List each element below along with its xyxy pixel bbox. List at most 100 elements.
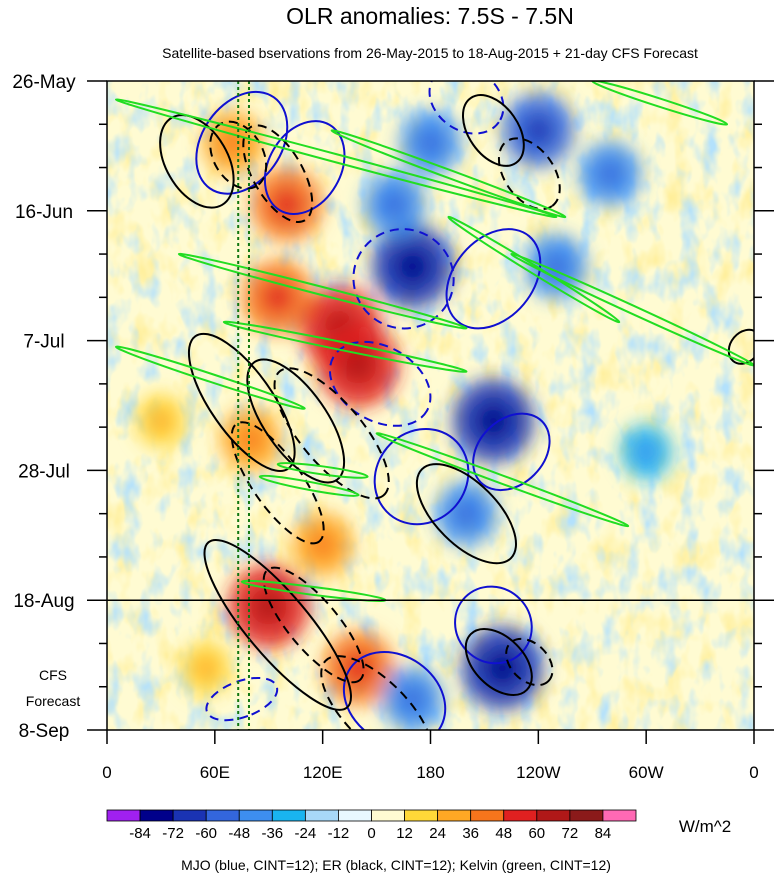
anomaly-core — [342, 651, 375, 685]
colorbar-swatch — [338, 809, 372, 822]
colorbar-label: 48 — [495, 825, 512, 842]
colorbar-swatch — [437, 809, 472, 822]
colorbar-swatch — [304, 809, 339, 822]
er-contour — [320, 655, 433, 730]
reference-lines — [237, 81, 250, 730]
anomaly-core — [416, 128, 445, 158]
plot-area — [107, 81, 754, 730]
anomaly-core — [394, 247, 431, 286]
anomaly-core — [250, 587, 287, 626]
mjo-contour — [205, 676, 279, 722]
x-tick-label: 0 — [102, 763, 111, 782]
colorbar-swatch — [503, 809, 538, 822]
chart-subtitle: Satellite-based bservations from 26-May-… — [162, 45, 698, 61]
mjo-contour — [373, 427, 470, 526]
anomaly-core — [236, 424, 265, 455]
anomaly-core — [596, 159, 625, 189]
colorbar-units: W/m^2 — [679, 817, 731, 836]
kelvin-contour — [375, 432, 630, 528]
mjo-contours — [195, 81, 551, 730]
colorbar-swatch — [106, 809, 141, 822]
kelvin-contour — [258, 474, 360, 497]
y-tick-label: 26-May — [12, 72, 76, 93]
texture-negative — [107, 81, 754, 730]
er-contour — [464, 628, 533, 696]
y-tick-label: 7-Jul — [23, 332, 64, 353]
mjo-contour — [445, 228, 542, 330]
colorbar-label: 0 — [367, 825, 375, 842]
colorbar-label: 84 — [595, 825, 612, 842]
kelvin-contour — [591, 81, 729, 126]
colorbar-swatch — [172, 809, 207, 822]
anomaly-core — [452, 499, 481, 529]
er-contour — [230, 421, 325, 545]
er-contour — [461, 94, 525, 167]
colorbar-swatch — [536, 809, 571, 822]
mjo-contour — [328, 340, 432, 427]
anomaly-core — [194, 655, 218, 681]
colorbar-swatch — [602, 809, 637, 822]
anomaly-core — [484, 649, 521, 687]
colorbar-swatch — [470, 809, 505, 822]
colorbar-label: -36 — [261, 825, 283, 842]
anomaly-core — [340, 346, 377, 385]
mjo-contour — [428, 81, 505, 135]
er-contour — [727, 328, 754, 365]
colorbar-label: 36 — [462, 825, 479, 842]
y-tick-label: 28-Jul — [18, 461, 70, 482]
colorbar-label: -24 — [295, 825, 317, 842]
x-tick-label: 120W — [516, 763, 560, 782]
anomaly-core — [634, 439, 658, 465]
anomaly-core — [380, 190, 409, 220]
anomaly-core — [522, 113, 555, 148]
colorbar-label: -12 — [328, 825, 350, 842]
er-contour — [246, 358, 346, 484]
kelvin-contour — [447, 215, 621, 324]
colorbar-label: -72 — [162, 825, 184, 842]
y-tick-label: 8-Sep — [19, 721, 70, 742]
kelvin-contour — [276, 462, 369, 479]
er-contour — [415, 463, 518, 565]
kelvin-contour — [330, 129, 567, 219]
anomaly-core — [308, 529, 337, 560]
anomaly-core — [475, 402, 512, 440]
anomaly-core — [398, 684, 427, 714]
anomaly-core — [149, 408, 173, 434]
colorbar-swatch — [139, 809, 174, 822]
kelvin-contour — [114, 98, 558, 219]
anomaly-core — [261, 280, 294, 315]
anomaly-blobs — [135, 93, 673, 730]
kelvin-contour — [177, 252, 468, 330]
y-tick-label: 18-Aug — [13, 591, 74, 612]
kelvin-contour — [222, 320, 468, 373]
x-tick-label: 180 — [416, 763, 444, 782]
forecast-label-line1: CFS — [39, 667, 67, 683]
colorbar-swatch — [569, 809, 604, 822]
colorbar-label: 24 — [429, 825, 446, 842]
colorbar-swatch — [271, 809, 306, 822]
colorbar-swatch — [238, 809, 273, 822]
contour-legend: MJO (blue, CINT=12); ER (black, CINT=12)… — [181, 857, 611, 873]
x-tick-label: 60E — [200, 763, 230, 782]
colorbar-swatch — [404, 809, 439, 822]
er-contour — [203, 538, 352, 711]
colorbar-swatch — [371, 809, 405, 822]
colorbar-label: -60 — [195, 825, 217, 842]
colorbar: -84 -72 -60 -48 -36 -24 -12 0 12 24 36 48 60 72 84 — [106, 809, 637, 842]
er-contour — [497, 137, 561, 211]
er-contour — [273, 367, 390, 500]
colorbar-label: -84 — [129, 825, 151, 842]
anomaly-core — [270, 187, 303, 222]
colorbar-label: 72 — [562, 825, 579, 842]
chart-title: OLR anomalies: 7.5S - 7.5N — [286, 3, 574, 29]
kelvin-contour — [114, 345, 306, 410]
axes: 0 60E 120E 180 120W 60W 0 26-May 16-Jun 7-Jul 28-J… — [12, 72, 774, 782]
x-tick-label: 0 — [749, 763, 758, 782]
colorbar-label: 60 — [528, 825, 545, 842]
er-contour — [505, 637, 554, 687]
x-tick-label: 120E — [303, 763, 343, 782]
x-tick-label: 60W — [629, 763, 664, 782]
colorbar-swatch — [205, 809, 240, 822]
mjo-contour — [263, 120, 346, 215]
